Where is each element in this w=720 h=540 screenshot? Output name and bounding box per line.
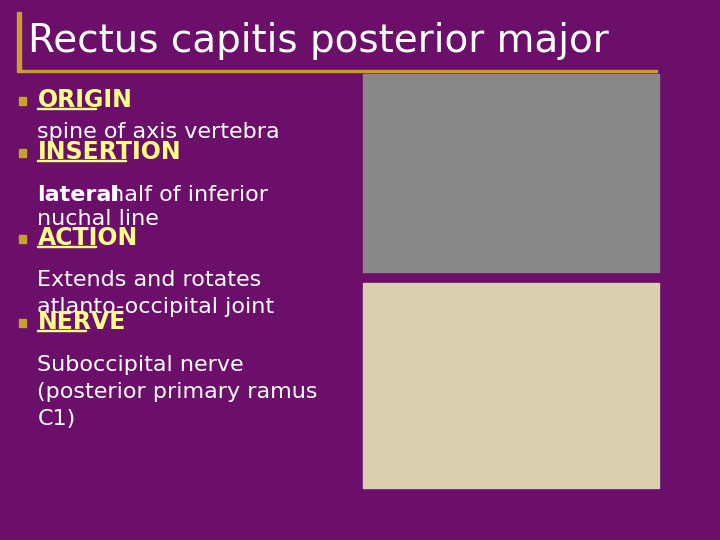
Bar <box>37 159 125 161</box>
Text: Rectus capitis posterior major: Rectus capitis posterior major <box>28 22 609 60</box>
Bar <box>19 149 26 157</box>
Bar <box>363 283 659 488</box>
Bar <box>19 97 26 105</box>
Bar <box>17 12 21 70</box>
Bar <box>19 235 26 243</box>
Bar <box>37 246 96 247</box>
Bar <box>363 74 659 272</box>
Bar <box>37 107 96 109</box>
Text: ACTION: ACTION <box>37 226 138 250</box>
Text: Suboccipital nerve
(posterior primary ramus
C1): Suboccipital nerve (posterior primary ra… <box>37 355 318 429</box>
Text: lateral: lateral <box>37 185 120 205</box>
Text: half of inferior: half of inferior <box>103 185 268 205</box>
Text: NERVE: NERVE <box>37 310 126 334</box>
Text: INSERTION: INSERTION <box>37 140 181 164</box>
Bar <box>19 319 26 327</box>
Text: nuchal line: nuchal line <box>37 209 159 229</box>
Text: ORIGIN: ORIGIN <box>37 88 132 112</box>
Text: spine of axis vertebra: spine of axis vertebra <box>37 122 280 142</box>
Text: Extends and rotates
atlanto-occipital joint: Extends and rotates atlanto-occipital jo… <box>37 270 274 317</box>
Bar <box>17 70 657 72</box>
Bar <box>37 329 86 331</box>
